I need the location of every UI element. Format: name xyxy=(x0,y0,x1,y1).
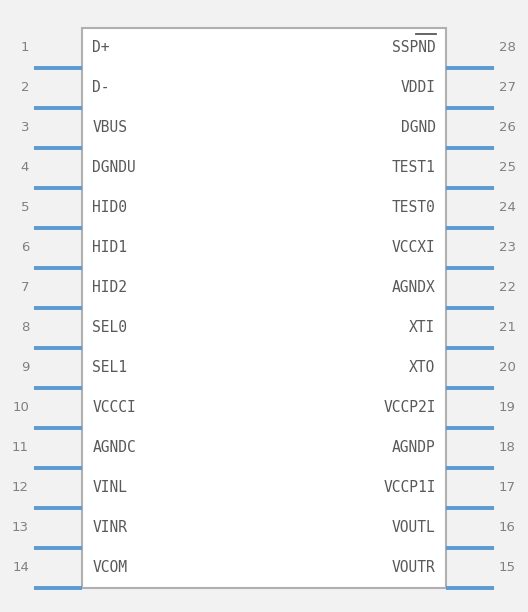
Text: 6: 6 xyxy=(21,241,29,254)
Text: SSPND: SSPND xyxy=(392,40,436,55)
Text: 1: 1 xyxy=(21,41,29,54)
Text: VCCXI: VCCXI xyxy=(392,240,436,255)
Text: 26: 26 xyxy=(499,121,516,134)
Text: VCCCI: VCCCI xyxy=(92,400,136,415)
Text: 20: 20 xyxy=(499,361,516,374)
Text: VCOM: VCOM xyxy=(92,560,127,575)
Text: AGNDX: AGNDX xyxy=(392,280,436,295)
Text: 3: 3 xyxy=(21,121,29,134)
Text: VOUTL: VOUTL xyxy=(392,520,436,535)
Text: 2: 2 xyxy=(21,81,29,94)
Text: 16: 16 xyxy=(499,521,516,534)
Text: HID1: HID1 xyxy=(92,240,127,255)
Text: TEST0: TEST0 xyxy=(392,200,436,215)
Text: XTO: XTO xyxy=(409,360,436,375)
Text: VCCP2I: VCCP2I xyxy=(383,400,436,415)
Text: 17: 17 xyxy=(499,481,516,494)
Text: SEL1: SEL1 xyxy=(92,360,127,375)
Text: 19: 19 xyxy=(499,401,516,414)
Text: SEL0: SEL0 xyxy=(92,320,127,335)
Text: HID0: HID0 xyxy=(92,200,127,215)
Text: VDDI: VDDI xyxy=(401,80,436,95)
Text: 10: 10 xyxy=(12,401,29,414)
Text: 24: 24 xyxy=(499,201,516,214)
Text: VCCP1I: VCCP1I xyxy=(383,480,436,495)
Text: 28: 28 xyxy=(499,41,516,54)
Text: XTI: XTI xyxy=(409,320,436,335)
Text: 12: 12 xyxy=(12,481,29,494)
Text: 7: 7 xyxy=(21,281,29,294)
Text: DGNDU: DGNDU xyxy=(92,160,136,175)
Text: TEST1: TEST1 xyxy=(392,160,436,175)
Text: 15: 15 xyxy=(499,561,516,574)
Text: VOUTR: VOUTR xyxy=(392,560,436,575)
Text: 14: 14 xyxy=(12,561,29,574)
Text: 8: 8 xyxy=(21,321,29,334)
Text: HID2: HID2 xyxy=(92,280,127,295)
Text: AGNDP: AGNDP xyxy=(392,440,436,455)
Text: VINR: VINR xyxy=(92,520,127,535)
Text: VINL: VINL xyxy=(92,480,127,495)
Text: AGNDC: AGNDC xyxy=(92,440,136,455)
Text: D+: D+ xyxy=(92,40,110,55)
Text: 5: 5 xyxy=(21,201,29,214)
Text: 11: 11 xyxy=(12,441,29,454)
Text: 4: 4 xyxy=(21,161,29,174)
Text: 22: 22 xyxy=(499,281,516,294)
Text: 9: 9 xyxy=(21,361,29,374)
Text: 27: 27 xyxy=(499,81,516,94)
Text: D-: D- xyxy=(92,80,110,95)
Text: DGND: DGND xyxy=(401,120,436,135)
Text: 18: 18 xyxy=(499,441,516,454)
Text: 13: 13 xyxy=(12,521,29,534)
Text: 25: 25 xyxy=(499,161,516,174)
Text: VBUS: VBUS xyxy=(92,120,127,135)
Bar xyxy=(82,28,446,588)
Text: 21: 21 xyxy=(499,321,516,334)
Text: 23: 23 xyxy=(499,241,516,254)
